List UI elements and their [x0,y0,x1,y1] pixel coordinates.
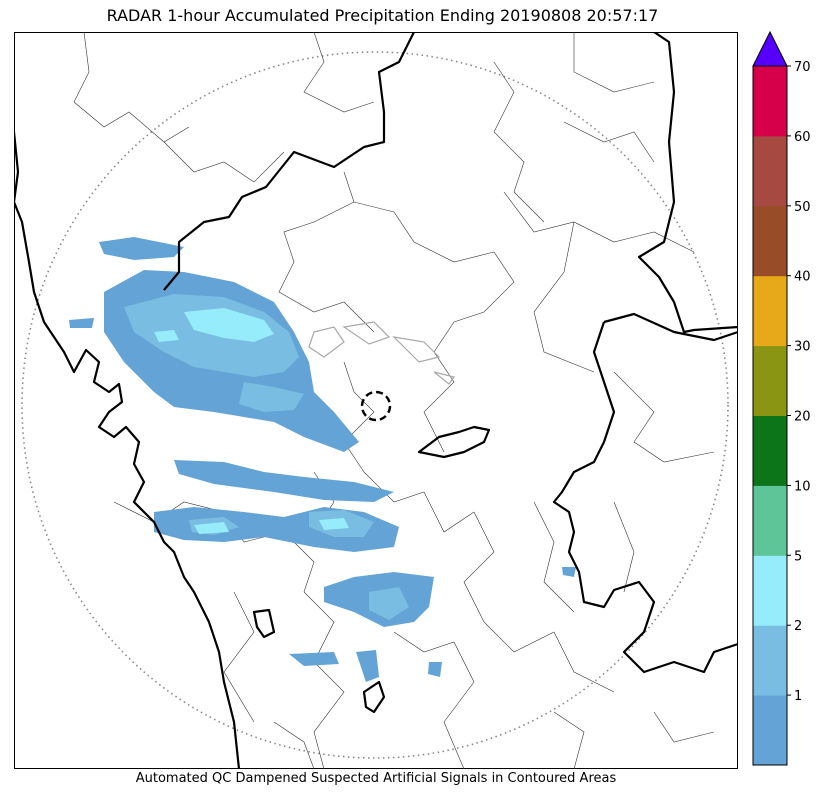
colorbar-bin [753,485,787,556]
radar-site-marker [360,390,392,422]
colorbar-tick-label: 5 [794,549,802,564]
colorbar-tick-label: 50 [794,200,811,215]
colorbar-extend-arrow [752,30,788,67]
colorbar: 1 2 5 10 20 30 40 50 60 70 [752,30,811,766]
colorbar-tick-label: 60 [794,130,811,145]
colorbar-tick-label: 10 [794,479,811,494]
radar-map [14,32,738,769]
colorbar-tick-label: 40 [794,270,811,285]
map-caption: Automated QC Dampened Suspected Artifici… [135,771,617,786]
qc-contours [308,321,456,385]
coastline-boundaries [14,32,738,769]
colorbar-bin [753,135,787,207]
colorbar-bin [753,625,787,696]
colorbar-tick-label: 1 [794,689,802,704]
colorbar-bin [753,66,787,137]
colorbar-tick-label: 2 [794,619,802,634]
colorbar-bin [753,345,787,416]
colorbar-tick-label: 30 [794,340,811,355]
range-ring [21,51,729,759]
colorbar-bin [753,275,787,347]
colorbar-bin [753,415,787,486]
colorbar-tick-label: 70 [794,60,811,75]
map-title: RADAR 1-hour Accumulated Precipitation E… [106,6,659,25]
colorbar-bin [753,695,787,766]
colorbar-bin [753,555,787,626]
map-frame [14,32,738,769]
precip-heavy [154,308,349,534]
colorbar-tick-label: 20 [794,410,811,425]
colorbar-bin [753,205,787,277]
